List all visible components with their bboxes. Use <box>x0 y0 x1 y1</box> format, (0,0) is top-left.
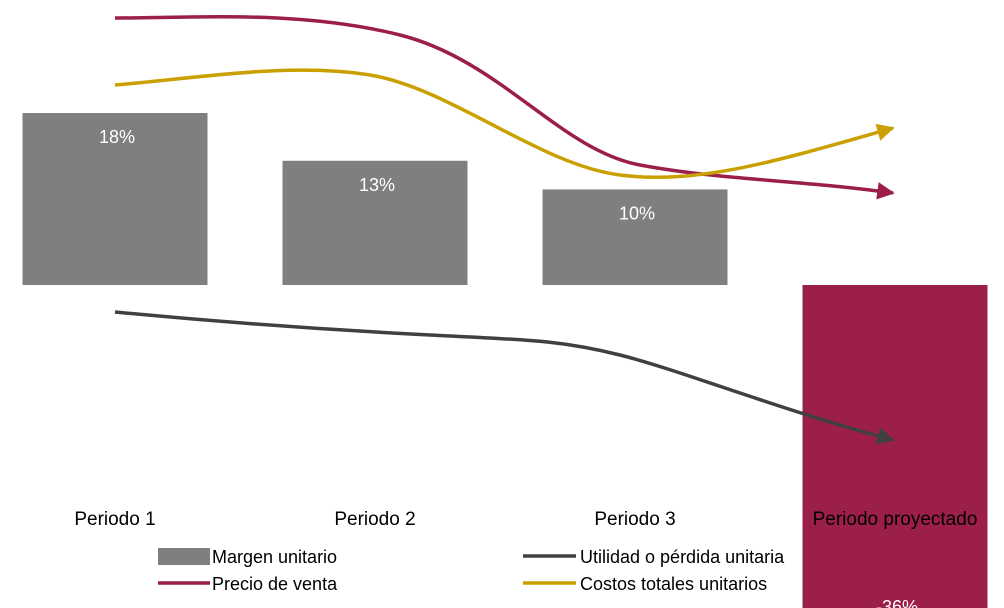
bar-2 <box>282 160 468 285</box>
bar-label-group: 18% 13% 10% -36% <box>99 127 918 608</box>
costos-totales-line <box>114 68 895 179</box>
legend-label-costos: Costos totales unitarios <box>580 574 767 594</box>
bar-value-label-2: 13% <box>359 175 395 195</box>
bar-1 <box>22 113 208 285</box>
legend-item-costos: Costos totales unitarios <box>523 574 767 594</box>
legend-swatch-margen <box>158 548 210 565</box>
category-label-group: Periodo 1 Periodo 2 Periodo 3 Periodo proye… <box>74 509 977 530</box>
utilidad-perdida-line <box>114 310 895 445</box>
category-label-4: Periodo proyectado <box>813 509 978 530</box>
bar-3 <box>542 189 728 285</box>
bar-value-label-3: 10% <box>619 203 655 223</box>
bar-group <box>22 113 988 608</box>
legend-label-precio: Precio de venta <box>212 574 338 594</box>
category-label-1: Periodo 1 <box>74 509 155 530</box>
bar-4 <box>802 285 988 608</box>
precio-de-venta-line <box>114 15 895 200</box>
category-label-3: Periodo 3 <box>594 509 675 530</box>
category-label-2: Periodo 2 <box>334 509 415 530</box>
legend-item-margen-unitario: Margen unitario <box>158 547 337 567</box>
legend-item-utilidad: Utilidad o pérdida unitaria <box>523 547 785 567</box>
legend-item-precio: Precio de venta <box>158 574 338 594</box>
legend: Margen unitario Utilidad o pérdida unita… <box>158 547 785 594</box>
legend-label-utilidad: Utilidad o pérdida unitaria <box>580 547 785 567</box>
bar-value-label-4: -36% <box>876 597 918 608</box>
bar-value-label-1: 18% <box>99 127 135 147</box>
legend-label-margen: Margen unitario <box>212 547 337 567</box>
